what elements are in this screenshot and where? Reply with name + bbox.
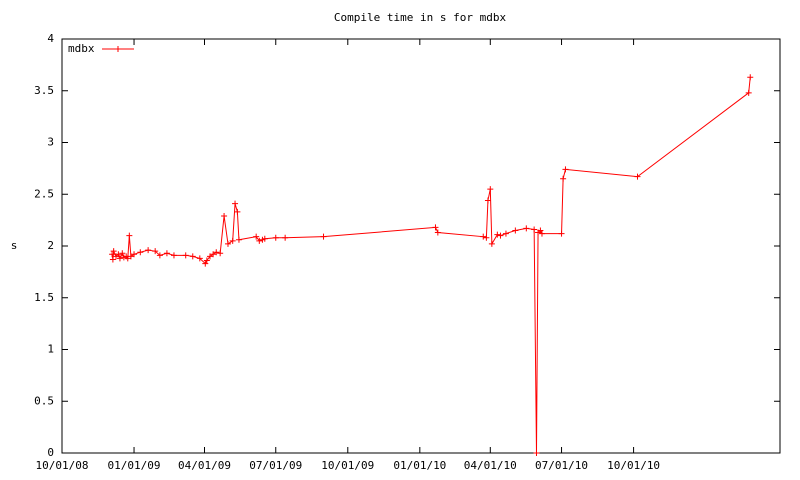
y-tick-label: 3 bbox=[47, 136, 54, 149]
point bbox=[560, 175, 567, 182]
point bbox=[256, 237, 263, 244]
point bbox=[480, 233, 487, 240]
x-tick-label: 07/01/10 bbox=[535, 459, 588, 472]
y-tick-label: 2 bbox=[47, 239, 54, 252]
point bbox=[538, 230, 545, 237]
point bbox=[152, 248, 159, 255]
point bbox=[127, 253, 134, 260]
x-tick-label: 10/01/09 bbox=[321, 459, 374, 472]
point bbox=[109, 256, 116, 263]
point bbox=[110, 248, 117, 255]
point bbox=[203, 257, 210, 264]
y-tick-label: 4 bbox=[47, 32, 54, 45]
point bbox=[131, 251, 138, 258]
point bbox=[562, 166, 569, 173]
series-line bbox=[111, 77, 751, 454]
point bbox=[537, 227, 544, 234]
point bbox=[145, 247, 152, 254]
legend-marker bbox=[115, 46, 121, 52]
point bbox=[196, 255, 203, 262]
point bbox=[502, 230, 509, 237]
legend-label: mdbx bbox=[68, 42, 95, 55]
point bbox=[558, 230, 565, 237]
x-tick-label: 10/01/08 bbox=[36, 459, 89, 472]
point bbox=[170, 252, 177, 259]
x-tick-label: 10/01/10 bbox=[607, 459, 660, 472]
point bbox=[206, 253, 213, 260]
y-tick-label: 0 bbox=[47, 446, 54, 459]
point bbox=[512, 227, 519, 234]
point bbox=[531, 226, 538, 233]
point bbox=[745, 89, 752, 96]
point bbox=[235, 236, 242, 243]
point bbox=[109, 251, 116, 258]
y-tick-label: 1.5 bbox=[34, 291, 54, 304]
point bbox=[213, 249, 220, 256]
y-tick-label: 0.5 bbox=[34, 394, 54, 407]
x-tick-label: 04/01/10 bbox=[464, 459, 517, 472]
point bbox=[156, 252, 163, 259]
point bbox=[272, 234, 279, 241]
x-tick-label: 01/01/09 bbox=[108, 459, 161, 472]
point bbox=[261, 235, 268, 242]
point bbox=[163, 250, 170, 257]
point bbox=[182, 252, 189, 259]
point bbox=[432, 224, 439, 231]
point bbox=[488, 240, 495, 247]
point bbox=[320, 233, 327, 240]
chart-title: Compile time in s for mdbx bbox=[334, 11, 507, 24]
point bbox=[137, 249, 144, 256]
point bbox=[115, 251, 122, 258]
point bbox=[116, 255, 123, 262]
point bbox=[124, 255, 131, 262]
point bbox=[217, 250, 224, 257]
point bbox=[523, 225, 530, 232]
point bbox=[202, 260, 209, 267]
x-tick-label: 01/01/10 bbox=[393, 459, 446, 472]
point bbox=[253, 233, 260, 240]
point bbox=[210, 251, 217, 258]
point bbox=[282, 234, 289, 241]
x-tick-label: 04/01/09 bbox=[178, 459, 231, 472]
x-tick-label: 07/01/09 bbox=[249, 459, 302, 472]
point bbox=[221, 212, 228, 219]
point bbox=[224, 240, 231, 247]
y-tick-label: 2.5 bbox=[34, 187, 54, 200]
point bbox=[497, 232, 504, 239]
point bbox=[487, 186, 494, 193]
point bbox=[483, 234, 490, 241]
point bbox=[232, 200, 239, 207]
point bbox=[229, 237, 236, 244]
y-tick-label: 1 bbox=[47, 343, 54, 356]
point bbox=[484, 197, 491, 204]
point bbox=[747, 74, 754, 81]
y-tick-label: 3.5 bbox=[34, 84, 54, 97]
point bbox=[494, 231, 501, 238]
point bbox=[126, 232, 133, 239]
point bbox=[119, 250, 126, 257]
y-axis-label: s bbox=[11, 239, 18, 252]
point bbox=[434, 229, 441, 236]
point bbox=[634, 173, 641, 180]
point bbox=[234, 208, 241, 215]
point bbox=[533, 450, 540, 456]
point bbox=[189, 253, 196, 260]
